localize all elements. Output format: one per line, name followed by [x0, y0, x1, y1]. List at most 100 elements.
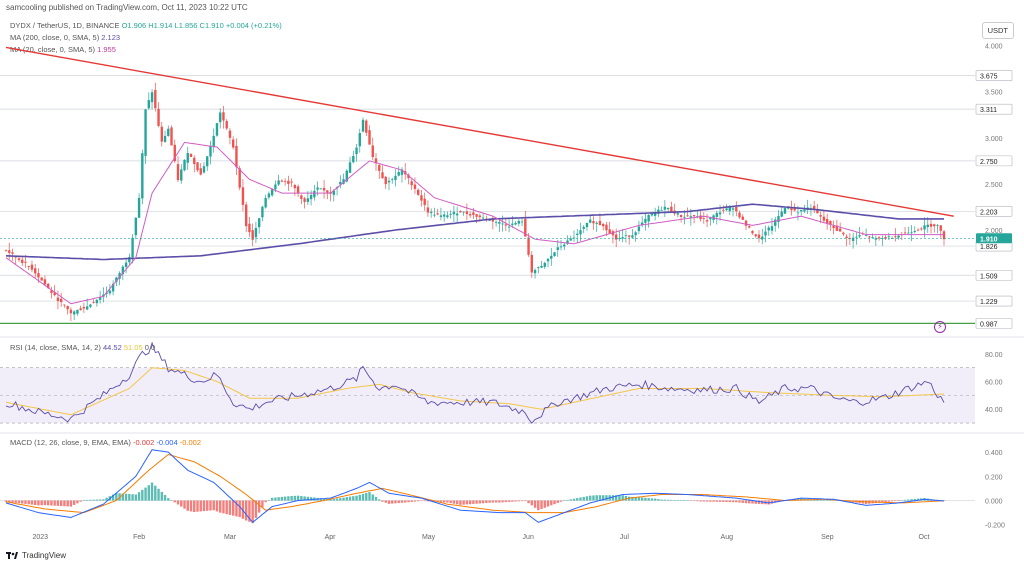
macd-hist-bar: [358, 494, 361, 501]
candle-body: [468, 214, 472, 216]
macd-hist-bar: [754, 500, 757, 504]
candle-body: [199, 168, 202, 175]
candle-body: [686, 215, 689, 217]
candle-body: [361, 119, 365, 132]
macd-hist-bar: [718, 500, 722, 502]
candle-body: [95, 299, 99, 304]
macd-hist-bar: [728, 500, 731, 503]
candle-body: [527, 237, 530, 255]
macd-tick-label: 0.000: [985, 499, 1003, 506]
macd-hist-bar: [202, 500, 206, 512]
macd-hist-bar: [79, 500, 82, 502]
candle-body: [326, 190, 329, 193]
macd-hist-bar: [219, 500, 222, 513]
macd-hist-bar: [180, 500, 183, 507]
candle-body: [387, 180, 391, 183]
macd-legend[interactable]: MACD (12, 26, close, 9, EMA, EMA) -0.002…: [10, 438, 201, 447]
candle-body: [540, 265, 543, 268]
candle-body: [498, 222, 501, 224]
macd-hist-bar: [335, 498, 339, 501]
rsi-extra-value: 0.0: [144, 343, 156, 352]
candle-body: [718, 212, 722, 215]
macd-hist-bar: [533, 500, 537, 508]
candle-body: [579, 230, 582, 235]
macd-hist-bar: [514, 500, 517, 502]
macd-hist-bar: [589, 495, 592, 501]
macd-hist-bar: [900, 500, 904, 501]
candle-body: [877, 237, 881, 239]
candle-body: [374, 158, 378, 164]
flash-icon[interactable]: ⚡: [934, 321, 946, 333]
macd-hist-bar: [679, 500, 683, 501]
candle-body: [550, 255, 553, 259]
macd-hist-bar: [53, 500, 56, 506]
macd-hist-bar: [40, 500, 43, 506]
candle-body: [618, 238, 621, 240]
candle-body: [864, 235, 868, 237]
candle-body: [725, 208, 728, 211]
price-tick-label: 4.000: [985, 44, 1003, 51]
symbol-name[interactable]: DYDX / TetherUS, 1D, BINANCE: [10, 21, 120, 30]
candle-body: [433, 214, 436, 216]
candle-body: [339, 181, 342, 185]
quote-currency-button[interactable]: USDT: [981, 22, 1014, 39]
macd-hist-bar: [913, 498, 916, 501]
ma20-legend[interactable]: MA (20, close, 0, SMA, 5) 1.955: [10, 45, 116, 54]
level-tag: [975, 205, 1013, 217]
rsi-legend[interactable]: RSI (14, close, SMA, 14, 2) 44.52 51.05 …: [10, 343, 155, 352]
candle-body: [764, 231, 767, 236]
macd-hist-bar: [709, 500, 712, 502]
candle-body: [472, 212, 475, 215]
candle-body: [848, 238, 852, 240]
candle-body: [231, 139, 235, 148]
rsi-ma-line: [5, 367, 945, 416]
candle-body: [660, 209, 663, 211]
tradingview-brand[interactable]: TradingView: [6, 551, 66, 560]
candle-body: [825, 218, 829, 224]
candle-body: [128, 257, 131, 263]
candle-body: [874, 238, 878, 240]
time-tick-label: Aug: [721, 534, 734, 541]
macd-hist-bar: [511, 500, 514, 502]
macd-hist-bar: [391, 500, 394, 504]
candle-body: [653, 212, 657, 216]
candle-body: [391, 179, 394, 181]
candle-body: [916, 229, 920, 231]
macd-hist-bar: [283, 496, 287, 501]
candle-body: [851, 237, 855, 241]
macd-hist-bar: [887, 500, 891, 502]
macd-hist-bar: [572, 498, 576, 501]
candle-body: [507, 226, 511, 228]
candle-body: [209, 146, 212, 157]
candle-body: [309, 194, 313, 200]
ma200-legend[interactable]: MA (200, close, 0, SMA, 5) 2.123: [10, 33, 120, 42]
candle-body: [14, 256, 17, 258]
macd-hist-bar: [413, 500, 417, 502]
macd-hist-bar: [206, 500, 209, 511]
candle-body: [219, 112, 222, 123]
candle-body: [770, 226, 774, 231]
macd-tick-label: 0.200: [985, 474, 1003, 481]
macd-hist-bar: [491, 500, 495, 503]
macd-hist-bar: [666, 499, 670, 501]
macd-hist-bar: [56, 500, 60, 506]
macd-hist-value: -0.002: [132, 438, 155, 447]
candle-body: [520, 221, 524, 223]
macd-hist-bar: [160, 491, 163, 501]
macd-hist-bar: [465, 500, 469, 505]
macd-line: [5, 449, 945, 523]
macd-hist-bar: [614, 495, 618, 501]
macd-hist-bar: [903, 499, 907, 501]
candle-body: [903, 232, 907, 234]
macd-hist-bar: [394, 500, 397, 504]
macd-hist-bar: [890, 500, 894, 502]
macd-hist-bar: [21, 500, 24, 504]
candle-body: [290, 181, 293, 183]
candle-body: [37, 273, 40, 278]
macd-hist-bar: [141, 489, 144, 501]
candle-body: [21, 259, 24, 264]
candle-body: [832, 225, 835, 229]
macd-hist-bar: [683, 500, 686, 501]
macd-hist-bar: [543, 500, 546, 508]
